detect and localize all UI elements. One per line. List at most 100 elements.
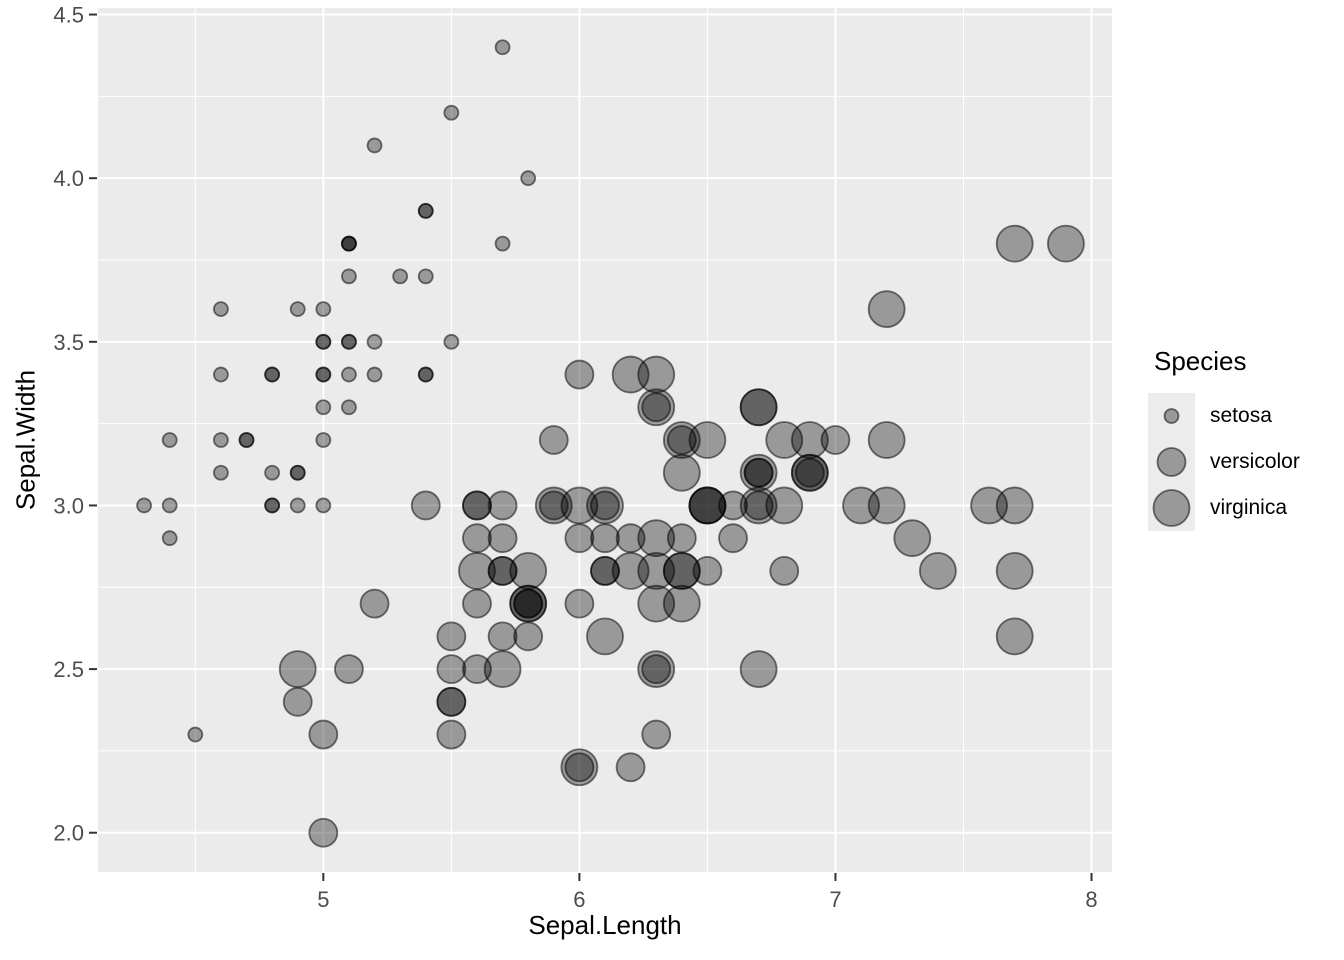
data-point-versicolor xyxy=(462,588,492,619)
x-axis-title: Sepal.Length xyxy=(528,910,682,940)
data-point-setosa xyxy=(187,726,204,743)
data-point-setosa xyxy=(315,301,332,317)
data-point-virginica xyxy=(611,355,650,394)
legend-point-setosa xyxy=(1163,408,1180,424)
data-point-versicolor xyxy=(615,752,646,783)
data-point-setosa xyxy=(520,170,537,187)
data-point-virginica xyxy=(458,552,496,590)
data-point-versicolor xyxy=(564,359,595,390)
data-point-versicolor xyxy=(590,523,620,554)
data-point-versicolor xyxy=(487,523,518,554)
data-point-setosa xyxy=(238,432,255,448)
data-point-setosa xyxy=(213,464,229,481)
data-point-setosa xyxy=(341,235,357,252)
data-point-versicolor xyxy=(462,654,492,684)
data-point-versicolor xyxy=(462,523,492,554)
data-point-versicolor xyxy=(436,686,467,717)
data-point-virginica xyxy=(637,584,676,623)
data-point-setosa xyxy=(417,203,434,219)
y-tick-label: 4.0 xyxy=(53,166,84,191)
data-point-setosa xyxy=(289,301,306,317)
legend-key xyxy=(1148,485,1195,531)
data-point-versicolor xyxy=(487,621,518,652)
data-point-versicolor xyxy=(538,490,569,521)
data-point-virginica xyxy=(637,650,676,688)
data-point-virginica xyxy=(1047,224,1085,263)
data-point-setosa xyxy=(136,497,152,514)
data-point-versicolor xyxy=(590,490,620,521)
data-point-virginica xyxy=(739,486,778,525)
data-point-setosa xyxy=(392,268,409,285)
data-point-setosa xyxy=(366,333,383,350)
data-point-setosa xyxy=(494,235,511,252)
data-point-setosa xyxy=(341,366,357,383)
data-point-versicolor xyxy=(487,490,518,521)
data-point-virginica xyxy=(560,748,599,787)
data-point-versicolor xyxy=(564,588,595,619)
x-tick-label: 7 xyxy=(829,887,841,912)
data-point-virginica xyxy=(662,421,701,459)
y-axis-title: Sepal.Width xyxy=(10,369,41,511)
x-tick-label: 6 xyxy=(573,887,585,912)
data-point-setosa xyxy=(417,268,434,285)
legend-entry-versicolor: versicolor xyxy=(1148,439,1300,485)
data-point-virginica xyxy=(867,290,906,328)
legend-point-setosa-icon xyxy=(1163,408,1180,424)
data-point-versicolor xyxy=(692,556,723,586)
data-point-virginica xyxy=(637,388,676,427)
y-tick-label: 2.5 xyxy=(53,657,84,682)
data-point-setosa xyxy=(366,366,383,383)
data-point-virginica xyxy=(995,552,1034,590)
data-point-setosa xyxy=(315,399,332,416)
data-point-setosa xyxy=(366,137,383,154)
data-point-setosa xyxy=(341,333,357,350)
data-point-versicolor xyxy=(513,621,544,652)
data-point-virginica xyxy=(586,617,624,656)
data-point-virginica xyxy=(790,453,829,492)
data-point-virginica xyxy=(739,388,778,427)
data-point-virginica xyxy=(637,519,676,558)
data-point-setosa xyxy=(315,497,332,514)
x-tick-label: 8 xyxy=(1085,887,1097,912)
data-point-versicolor xyxy=(564,523,595,554)
data-point-setosa xyxy=(264,497,281,514)
data-point-virginica xyxy=(893,519,932,558)
data-point-setosa xyxy=(315,333,332,350)
data-point-setosa xyxy=(213,366,229,383)
data-point-virginica xyxy=(662,453,701,492)
data-point-setosa xyxy=(341,268,357,285)
data-point-setosa xyxy=(161,530,178,547)
data-point-versicolor xyxy=(769,556,800,586)
data-point-virginica xyxy=(534,486,573,525)
data-point-versicolor xyxy=(487,556,518,586)
data-point-versicolor xyxy=(436,621,467,652)
data-point-virginica xyxy=(688,486,727,525)
data-point-virginica xyxy=(995,486,1034,525)
data-point-versicolor xyxy=(308,817,339,848)
data-point-virginica xyxy=(278,650,317,688)
data-point-virginica xyxy=(867,421,906,459)
data-point-setosa xyxy=(494,39,511,56)
data-point-versicolor xyxy=(590,556,620,586)
data-point-virginica xyxy=(509,552,548,590)
data-point-setosa xyxy=(289,464,306,481)
data-point-versicolor xyxy=(718,523,748,554)
legend-key xyxy=(1148,439,1195,485)
data-point-setosa xyxy=(213,432,229,448)
legend-point-versicolor-icon xyxy=(1156,447,1187,477)
data-point-versicolor xyxy=(436,719,467,750)
data-point-setosa xyxy=(417,366,434,383)
y-tick-label: 2.0 xyxy=(53,821,84,846)
data-point-setosa xyxy=(315,432,332,448)
data-point-virginica xyxy=(739,650,778,688)
data-point-versicolor xyxy=(564,752,595,783)
data-point-versicolor xyxy=(718,490,748,521)
data-point-setosa xyxy=(315,366,332,383)
data-point-virginica xyxy=(509,584,548,623)
data-point-virginica xyxy=(637,552,676,590)
data-point-versicolor xyxy=(282,686,313,717)
legend-point-versicolor xyxy=(1156,447,1187,477)
data-point-setosa xyxy=(264,366,281,383)
